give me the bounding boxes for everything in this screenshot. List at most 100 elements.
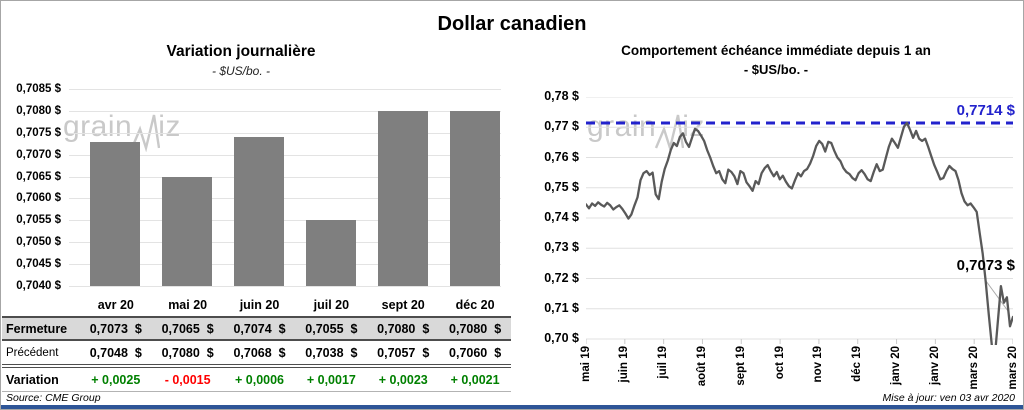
bar [450, 110, 500, 286]
line-y-tick-label: 0,76 $ [544, 149, 579, 164]
line-x-tick-label: janv 20 [890, 346, 903, 385]
bar-y-tick-label: 0,7060 $ [16, 192, 61, 205]
table-header-cell: sept 20 [381, 298, 425, 312]
table-header-cell: déc 20 [455, 298, 495, 312]
table-cell: 0,7068 $ [233, 345, 286, 360]
line-x-tick-label: juin 19 [618, 346, 631, 383]
line-chart-subtitle: - $US/bo. - [743, 62, 809, 77]
line-x-tick-label: nov 19 [812, 346, 825, 383]
bar-gridline [69, 110, 501, 112]
line-x-tick-label: mars 20 [1006, 346, 1019, 390]
table-cell: + 0,0017 [306, 372, 356, 387]
line-x-tick-label: oct 19 [773, 346, 786, 380]
bar-chart-plot-area [69, 89, 501, 287]
table-cell: 0,7080 $ [161, 345, 214, 360]
table-row-label: Variation [6, 372, 59, 387]
bar-y-tick-label: 0,7040 $ [16, 280, 61, 292]
bar-gridline [69, 264, 501, 266]
bar-chart-title: Variation journalière [166, 43, 316, 60]
label-leader-line [985, 280, 1009, 312]
watermark-text: iz [682, 110, 705, 143]
table-header-row: avr 20 mai 20 juin 20 juil 20 sept 20 déc 20 [2, 294, 511, 316]
table-row-fermeture: Fermeture 0,7073 $ 0,7065 $ 0,7074 $ 0,7055 … [2, 316, 511, 341]
table-header-cell: juin 20 [239, 298, 280, 312]
table-header-cell: juil 20 [313, 298, 350, 312]
bar-gridline [69, 89, 501, 90]
table-cell: 0,7060 $ [449, 345, 502, 360]
line-chart-svg [586, 97, 1013, 345]
line-chart-x-axis: mai 19 juin 19 juil 19 août 19 sept 19 oct 19… [580, 346, 1019, 398]
price-line [586, 121, 1013, 345]
bar-gridline [69, 242, 501, 244]
line-x-tick-label: déc 19 [851, 346, 864, 382]
watermark-text: grain [587, 110, 657, 143]
watermark-text: grain [63, 110, 133, 143]
line-y-tick-label: 0,70 $ [544, 331, 579, 345]
bar [234, 137, 284, 286]
bottom-accent-strip [1, 405, 1023, 409]
bar-y-tick-label: 0,7065 $ [16, 170, 61, 183]
table-cell: + 0,0025 [91, 372, 141, 387]
watermark-spike-icon [655, 114, 685, 153]
bar-gridline [69, 198, 501, 200]
bar [90, 141, 140, 286]
table-cell: + 0,0021 [450, 372, 500, 387]
bar-gridline [69, 154, 501, 156]
bar-y-tick-label: 0,7085 $ [16, 83, 61, 95]
update-note: Mise à jour: ven 03 avr 2020 [882, 392, 1016, 404]
table-header-cell: mai 20 [168, 298, 208, 312]
bar [162, 176, 212, 286]
table-cell: 0,7048 $ [89, 345, 142, 360]
line-y-tick-label: 0,75 $ [544, 179, 579, 194]
bar-chart-y-axis: 0,7085 $ 0,7080 $ 0,7075 $ 0,7070 $ 0,7065 $… [5, 83, 63, 292]
line-x-tick-label: juil 19 [657, 346, 670, 379]
bar-y-tick-label: 0,7070 $ [16, 148, 61, 161]
table-cell: 0,7073 $ [89, 321, 142, 336]
table-cell: + 0,0006 [235, 372, 285, 387]
line-y-tick-label: 0,72 $ [544, 270, 579, 285]
watermark-spike-icon [131, 114, 161, 153]
line-y-tick-label: 0,73 $ [544, 240, 579, 255]
bar-y-tick-label: 0,7075 $ [16, 126, 61, 139]
table-row-variation: Variation + 0,0025 - 0,0015 + 0,0006 + 0,001… [2, 368, 511, 392]
table-cell: 0,7080 $ [449, 321, 502, 336]
bar-gridline [69, 176, 501, 178]
bar-gridline [69, 132, 501, 134]
table-cell: 0,7055 $ [305, 321, 358, 336]
line-x-tick-label: mars 20 [967, 346, 980, 390]
bar-y-tick-label: 0,7080 $ [16, 104, 61, 117]
line-x-tick-label: janv 20 [928, 346, 941, 385]
line-chart-y-axis: 0,78 $ 0,77 $ 0,76 $ 0,75 $ 0,74 $ 0,73 $ 0,72… [533, 89, 581, 345]
data-table: avr 20 mai 20 juin 20 juil 20 sept 20 déc 20 F… [2, 294, 511, 392]
bar-gridline [69, 220, 501, 222]
bar-y-tick-label: 0,7055 $ [16, 214, 61, 227]
page-title: Dollar canadien [437, 13, 587, 35]
table-cell: 0,7038 $ [305, 345, 358, 360]
table-row-label: Précédent [6, 346, 59, 359]
grainwiz-watermark: grain iz [587, 107, 705, 153]
line-y-tick-label: 0,74 $ [544, 210, 579, 224]
table-cell: + 0,0023 [378, 372, 428, 387]
table-row-precedent: Précédent 0,7048 $ 0,7080 $ 0,7068 $ 0,7038 … [2, 341, 511, 368]
table-row-label: Fermeture [6, 321, 68, 336]
bar-y-tick-label: 0,7045 $ [16, 258, 61, 271]
table-cell: - 0,0015 [164, 372, 211, 387]
table-header-cell: avr 20 [97, 298, 134, 312]
line-y-tick-label: 0,71 $ [544, 300, 579, 315]
reference-line-value-label: 0,7714 $ [956, 102, 1015, 119]
bar [306, 220, 356, 286]
line-y-tick-label: 0,77 $ [544, 119, 579, 134]
bar-chart-subtitle: - $US/bo. - [211, 64, 271, 78]
line-chart-title: Comportement échéance immédiate depuis 1… [621, 43, 931, 58]
line-x-tick-label: sept 19 [734, 346, 747, 386]
line-x-tick-label: août 19 [695, 346, 708, 387]
source-note: Source: CME Group [6, 392, 101, 404]
table-cell: 0,7065 $ [161, 321, 214, 336]
bar [378, 110, 428, 286]
line-x-tick-label: mai 19 [579, 346, 592, 382]
line-y-tick-label: 0,78 $ [544, 89, 579, 103]
bar-gridline [69, 286, 501, 287]
table-cell: 0,7057 $ [377, 345, 430, 360]
table-cell: 0,7080 $ [377, 321, 430, 336]
